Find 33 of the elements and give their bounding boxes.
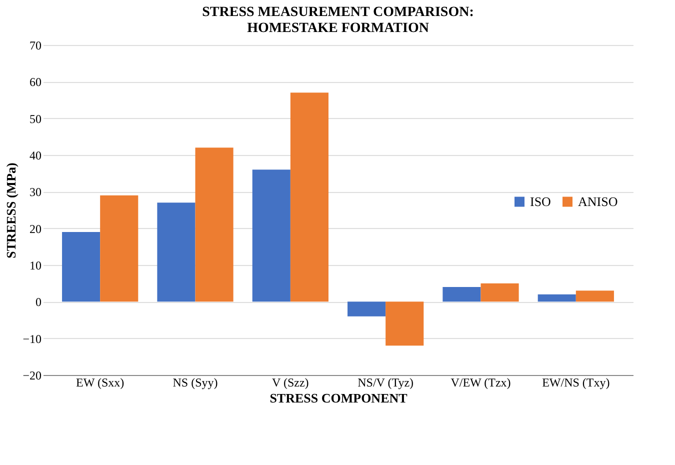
y-tick-label: 0 xyxy=(36,295,42,310)
x-tick-label: EW/NS (Txy) xyxy=(542,376,610,390)
y-tick-label: 20 xyxy=(30,222,42,236)
bar xyxy=(576,290,614,302)
y-tick-label: 40 xyxy=(30,148,42,162)
bar xyxy=(348,302,386,316)
x-tick-label: V/EW (Tzx) xyxy=(450,376,511,390)
bar xyxy=(62,232,100,302)
x-axis-title: STRESS COMPONENT xyxy=(270,390,408,406)
bar xyxy=(100,195,138,302)
y-tick-label: 10 xyxy=(30,258,42,272)
chart-title: STRESS MEASUREMENT COMPARISON: HOMESTAKE FORMATION xyxy=(202,5,474,36)
legend-label: ANISO xyxy=(578,194,618,209)
bar xyxy=(195,148,234,302)
bar xyxy=(538,294,576,302)
y-tick-label: 60 xyxy=(30,75,42,90)
y-tick-label: −10 xyxy=(22,332,42,346)
x-tick-label: NS (Syy) xyxy=(172,376,218,390)
x-tick-label: V (Szz) xyxy=(272,376,309,390)
x-tick-label: EW (Sxx) xyxy=(76,376,124,390)
legend-label: ISO xyxy=(530,194,551,209)
bar xyxy=(442,287,481,302)
y-tick-label: −20 xyxy=(22,368,42,382)
y-tick-label: 70 xyxy=(30,38,42,52)
bar xyxy=(290,92,328,302)
bar xyxy=(480,283,519,302)
y-axis-title: STREESS (MPa) xyxy=(4,162,19,258)
bar xyxy=(386,302,424,346)
y-tick-label: 50 xyxy=(30,112,42,126)
bar xyxy=(157,202,196,302)
x-tick-label: NS/V (Tyz) xyxy=(358,376,414,390)
bar xyxy=(252,170,290,302)
y-tick-label: 30 xyxy=(30,185,42,200)
